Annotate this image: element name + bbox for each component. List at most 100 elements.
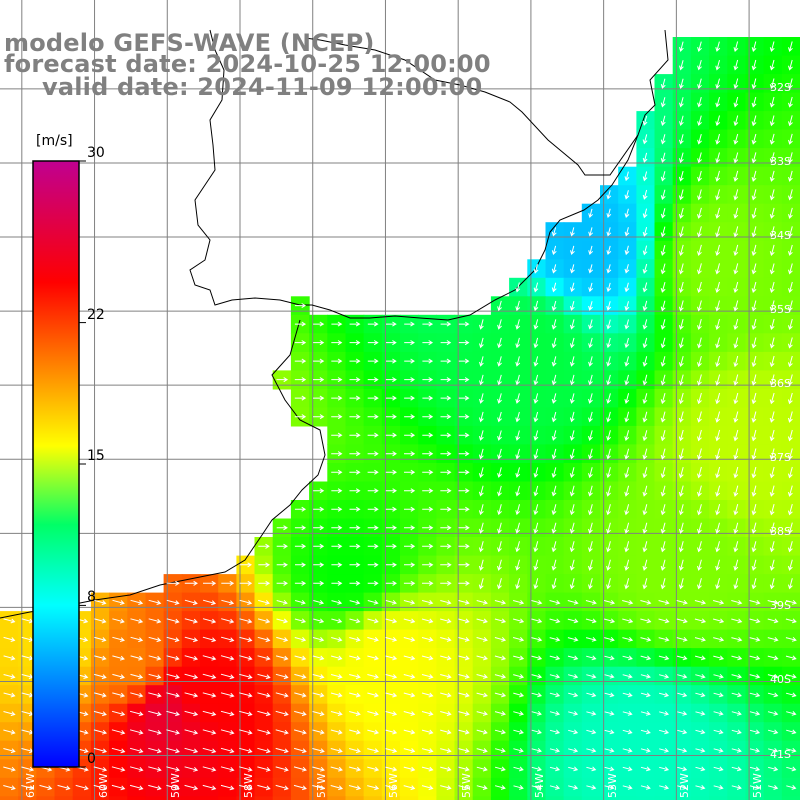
wind-arrow bbox=[275, 692, 289, 698]
lon-label: 54W bbox=[532, 773, 546, 798]
wind-arrow bbox=[515, 430, 521, 441]
wind-arrow bbox=[606, 411, 612, 423]
wind-arrow bbox=[769, 578, 775, 590]
wind-arrow bbox=[515, 522, 521, 534]
wind-arrow bbox=[586, 673, 597, 679]
wind-arrow bbox=[767, 748, 779, 753]
wind-arrow bbox=[367, 637, 379, 642]
colorbar-gradient bbox=[32, 160, 80, 768]
wind-arrow bbox=[239, 692, 253, 698]
wind-arrow bbox=[458, 674, 470, 679]
wind-arrow bbox=[3, 766, 16, 772]
wind-arrow bbox=[257, 766, 271, 772]
wind-arrow bbox=[458, 729, 470, 735]
wind-arrow bbox=[494, 655, 507, 661]
wind-arrow bbox=[551, 559, 557, 571]
lat-label: 36S bbox=[770, 377, 791, 391]
wind-arrow bbox=[733, 281, 739, 294]
wind-arrow bbox=[313, 525, 325, 531]
wind-arrow bbox=[531, 748, 542, 753]
wind-cell bbox=[690, 796, 710, 800]
wind-arrow bbox=[715, 485, 721, 497]
wind-arrow bbox=[313, 340, 325, 346]
wind-arrow bbox=[440, 618, 452, 624]
wind-arrow bbox=[642, 374, 648, 386]
wind-arrow bbox=[769, 78, 775, 90]
wind-arrow bbox=[422, 469, 434, 475]
wind-arrow bbox=[422, 358, 434, 364]
wind-arrow bbox=[220, 636, 235, 643]
wind-arrow bbox=[497, 448, 502, 460]
wind-arrow bbox=[3, 636, 16, 642]
wind-cell bbox=[0, 796, 19, 800]
wind-arrow bbox=[676, 655, 688, 661]
wind-arrow bbox=[385, 451, 397, 457]
wind-arrow bbox=[751, 300, 757, 312]
wind-arrow bbox=[294, 692, 307, 698]
wind-arrow bbox=[331, 488, 343, 494]
wind-arrow bbox=[515, 504, 521, 516]
wind-arrow bbox=[787, 578, 793, 590]
wind-arrow bbox=[697, 374, 702, 386]
wind-arrow bbox=[533, 282, 539, 293]
wind-arrow bbox=[695, 673, 706, 679]
wind-arrow bbox=[568, 710, 579, 716]
wind-arrow bbox=[604, 766, 615, 772]
wind-arrow bbox=[458, 618, 470, 624]
wind-arrow bbox=[497, 319, 502, 330]
wind-arrow bbox=[697, 133, 702, 145]
wind-arrow bbox=[458, 525, 470, 531]
wind-arrow bbox=[367, 599, 379, 605]
wind-arrow bbox=[659, 747, 670, 753]
wind-arrow bbox=[551, 522, 557, 534]
colorbar-tick-label: 22 bbox=[87, 306, 105, 323]
wind-arrow bbox=[660, 281, 666, 293]
wind-arrow bbox=[494, 711, 506, 716]
wind-arrow bbox=[715, 207, 721, 219]
wind-arrow bbox=[313, 488, 325, 494]
wind-arrow bbox=[349, 655, 361, 661]
wind-arrow bbox=[478, 485, 484, 497]
wind-arrow bbox=[239, 655, 253, 661]
wind-arrow bbox=[313, 580, 325, 586]
wind-arrow bbox=[679, 115, 684, 127]
wind-arrow bbox=[294, 377, 307, 383]
wind-arrow bbox=[331, 469, 343, 475]
wind-arrow bbox=[257, 692, 271, 698]
wind-arrow bbox=[697, 504, 702, 516]
wind-arrow bbox=[367, 358, 379, 364]
wind-arrow bbox=[276, 580, 288, 586]
wind-arrow bbox=[624, 485, 630, 497]
wind-arrow bbox=[331, 414, 343, 420]
wind-arrow bbox=[3, 748, 16, 754]
wind-arrow bbox=[697, 189, 702, 201]
wind-arrow bbox=[202, 729, 217, 735]
wind-arrow bbox=[331, 451, 343, 457]
lat-label: 35S bbox=[770, 303, 791, 317]
wind-arrow bbox=[749, 655, 761, 661]
wind-arrow bbox=[785, 692, 797, 698]
wind-arrow bbox=[39, 784, 53, 791]
wind-arrow bbox=[606, 264, 612, 274]
wind-arrow bbox=[697, 170, 702, 182]
wind-arrow bbox=[367, 321, 379, 327]
wind-arrow bbox=[551, 245, 557, 256]
wind-arrow bbox=[551, 430, 557, 441]
wind-arrow bbox=[458, 580, 470, 586]
wind-arrow bbox=[440, 506, 452, 512]
wind-arrow bbox=[658, 618, 670, 624]
wind-arrow bbox=[497, 504, 502, 516]
wind-arrow bbox=[751, 559, 757, 571]
wind-arrow bbox=[367, 377, 379, 383]
wind-arrow bbox=[678, 300, 684, 312]
wind-arrow bbox=[603, 599, 616, 605]
wind-arrow bbox=[220, 655, 235, 661]
wind-arrow bbox=[588, 448, 593, 460]
wind-arrow bbox=[403, 637, 416, 642]
wind-arrow bbox=[239, 747, 253, 754]
wind-arrow bbox=[769, 559, 775, 571]
wind-arrow bbox=[221, 599, 235, 605]
wind-arrow bbox=[349, 506, 361, 512]
wind-arrow bbox=[733, 300, 739, 312]
wind-arrow bbox=[331, 395, 343, 401]
